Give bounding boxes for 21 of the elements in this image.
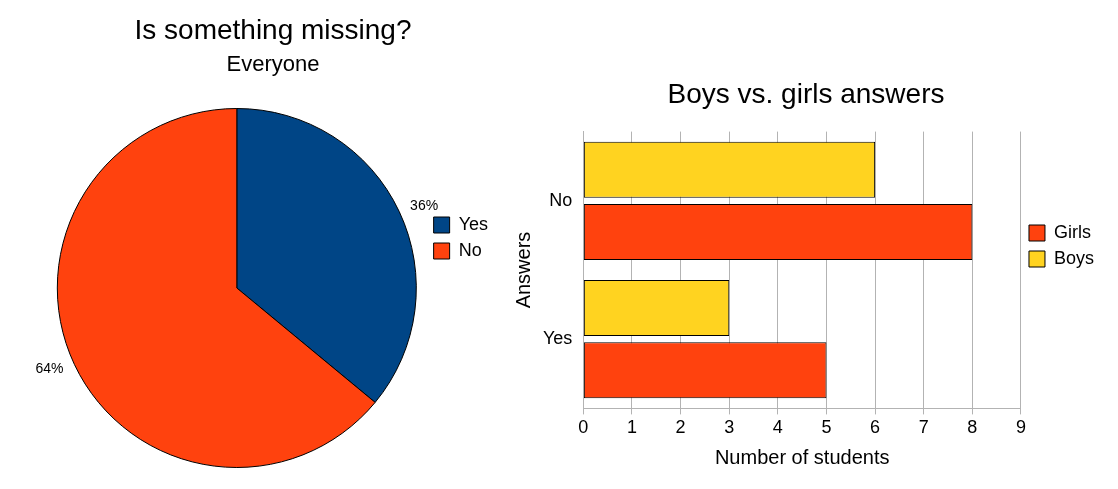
legend-label: Boys [1053,247,1095,268]
x-tick-label: 5 [821,417,832,438]
x-tick-label: 1 [626,417,637,438]
x-tick-label: 0 [578,417,589,438]
x-tick-label: 4 [772,417,783,438]
data-label: 36% [410,197,439,214]
legend-label: No [458,239,482,260]
legend-label: Yes [458,213,489,234]
x-tick-label: 8 [967,417,978,438]
x-axis-title: Number of students [714,445,890,468]
x-tick-label: 3 [724,417,735,438]
legend-label: Girls [1053,221,1091,242]
x-tick-label: 7 [918,417,929,438]
data-label: 64% [35,360,64,377]
y-axis-title: Answers [511,231,534,309]
chart-subtitle: Everyone [226,50,320,76]
x-tick-label: 2 [675,417,686,438]
x-tick-label: 6 [870,417,881,438]
chart-title: Is something missing? [134,13,412,45]
chart-title: Boys vs. girls answers [667,77,945,109]
x-tick-label: 9 [1015,417,1026,438]
